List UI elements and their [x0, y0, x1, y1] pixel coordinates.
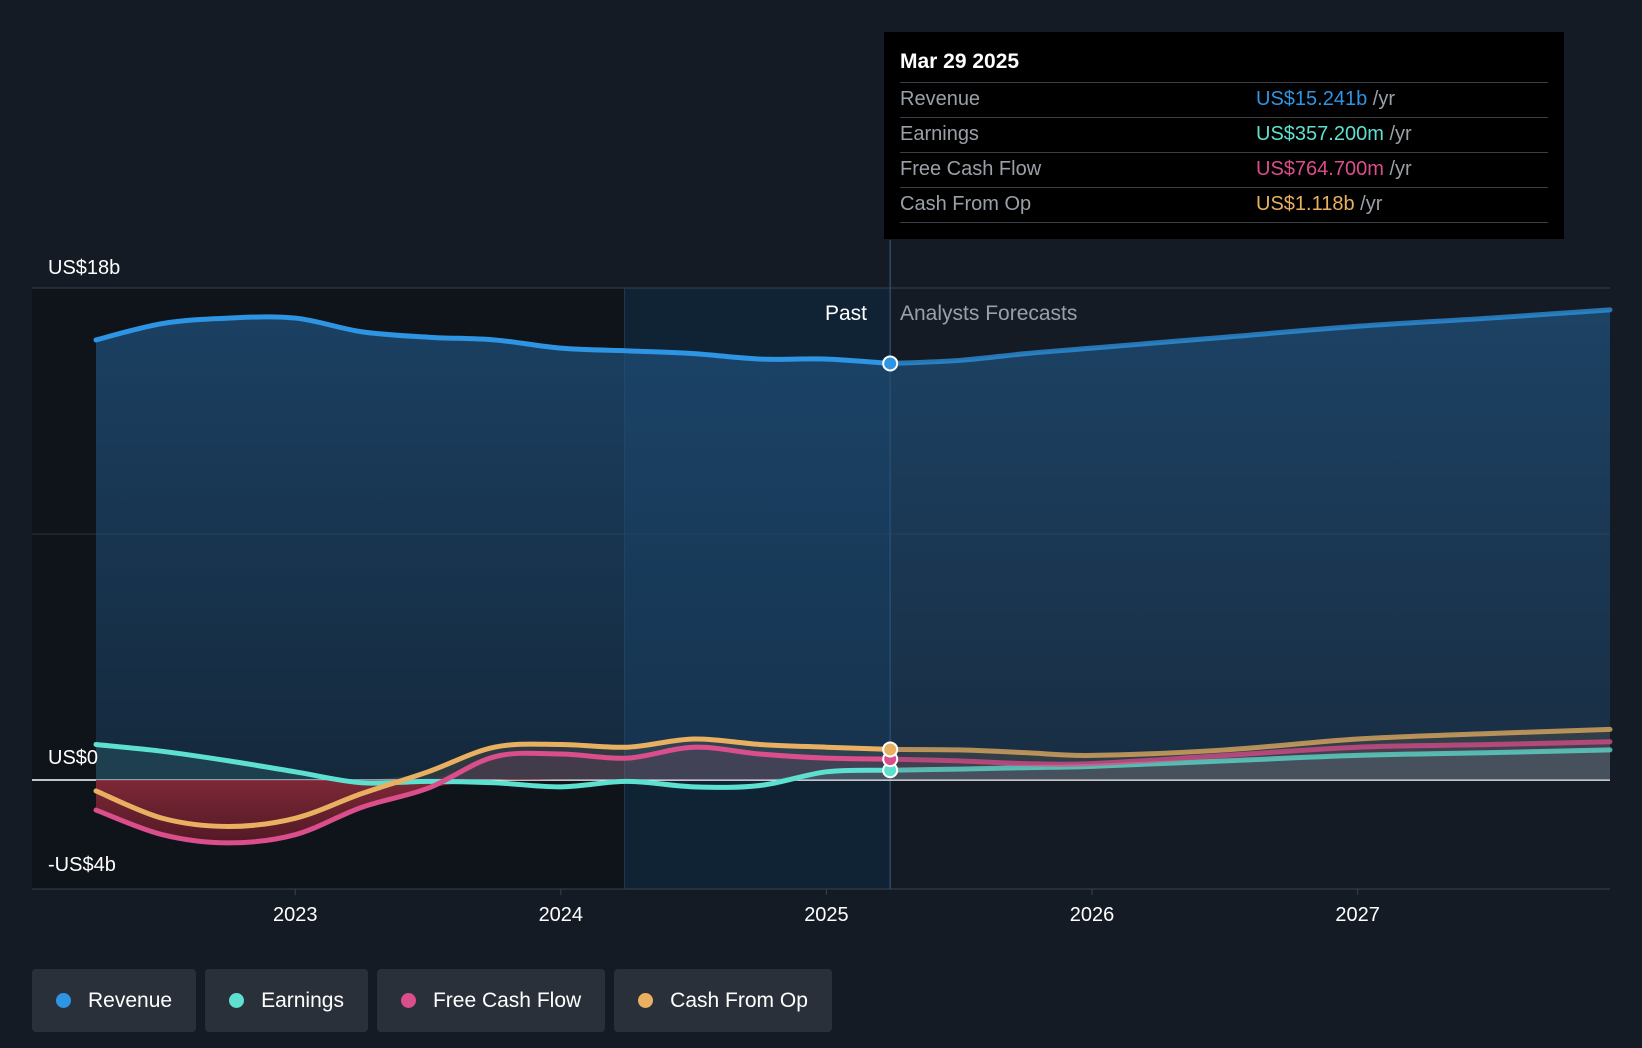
legend-label: Revenue: [88, 988, 173, 1012]
x-tick-label: 2023: [273, 904, 318, 926]
y-tick-label: US$18b: [48, 257, 120, 279]
series-lines: [93, 307, 1613, 846]
y-tick-label: US$0: [48, 747, 98, 769]
tooltip-row-earnings: Earnings US$357.200m /yr: [900, 117, 1548, 152]
series-forecast-line-free-cash-flow: [887, 739, 1613, 767]
x-tick-label: 2024: [539, 904, 584, 926]
series-area-free-cash-flow: [96, 741, 1610, 782]
legend-item-cash-from-op[interactable]: Cash From Op: [614, 969, 832, 1032]
series-line-revenue: [93, 314, 893, 366]
legend-dot-icon: [229, 993, 245, 1008]
tooltip-label: Earnings: [900, 123, 979, 145]
tooltip-value: US$1.118b /yr: [1256, 193, 1383, 215]
series-forecast-line-earnings: [887, 747, 1613, 773]
x-tick-label: 2026: [1070, 904, 1115, 926]
hover-marker-revenue: [882, 355, 899, 372]
legend-dot-icon: [56, 993, 71, 1008]
legend-dot-icon: [638, 993, 654, 1008]
tooltip-label: Free Cash Flow: [900, 158, 1042, 180]
legend-dot-icon: [400, 993, 416, 1008]
legend-item-revenue[interactable]: Revenue: [32, 969, 197, 1032]
tooltip-row-free-cash-flow: Free Cash Flow US$764.700m /yr: [900, 152, 1548, 187]
tooltip-date: Mar 29 2025: [900, 50, 1020, 73]
legend-label: Free Cash Flow: [432, 988, 582, 1012]
legend-label: Cash From Op: [670, 988, 808, 1012]
series-forecast-line-cash-from-op: [887, 726, 1613, 758]
axes: US$18b US$0 -US$4b 2023 2024 2025 2026 2027: [48, 257, 1380, 926]
hover-markers: [882, 355, 899, 779]
tooltip-row-cash-from-op: Cash From Op US$1.118b /yr: [900, 187, 1548, 223]
tooltip-label: Revenue: [900, 88, 981, 110]
negative-cashflow-area: [96, 779, 1610, 843]
series-area-earnings: [96, 744, 1610, 781]
tooltip-label: Cash From Op: [900, 193, 1032, 215]
x-tick-label: 2027: [1335, 904, 1380, 926]
series-area-cash-from-op: [96, 729, 1610, 781]
legend-label: Earnings: [261, 988, 344, 1012]
series-forecast-line-revenue: [887, 307, 1613, 366]
hover-marker-cash-from-op: [882, 741, 899, 758]
series-line-earnings: [93, 741, 893, 790]
y-tick-label: -US$4b: [48, 854, 116, 876]
tooltip-value: US$764.700m /yr: [1256, 158, 1412, 180]
forecast-label: Analysts Forecasts: [900, 302, 1077, 325]
area-fills: [96, 309, 1610, 843]
revenue-area: [96, 309, 1610, 780]
tooltip-row-revenue: Revenue US$15.241b /yr: [900, 82, 1548, 117]
legend: Revenue Earnings Free Cash Flow Cash Fro…: [32, 969, 832, 1032]
tooltip: Mar 29 2025 Revenue US$15.241b /yr Earni…: [884, 32, 1564, 239]
legend-item-earnings[interactable]: Earnings: [205, 969, 368, 1032]
past-label: Past: [825, 302, 867, 325]
legend-item-free-cash-flow[interactable]: Free Cash Flow: [376, 969, 606, 1032]
series-line-free-cash-flow: [93, 744, 893, 846]
x-tick-label: 2025: [804, 904, 849, 926]
tooltip-value: US$15.241b /yr: [1256, 88, 1395, 110]
tooltip-value: US$357.200m /yr: [1256, 123, 1412, 145]
series-line-cash-from-op: [93, 736, 893, 829]
